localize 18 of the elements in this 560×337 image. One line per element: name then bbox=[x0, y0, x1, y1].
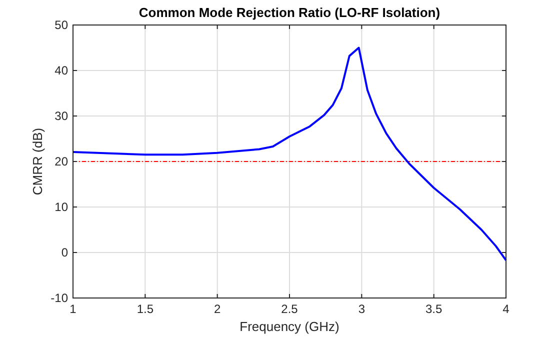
y-tick-label: 20 bbox=[54, 154, 68, 168]
x-tick-label: 1 bbox=[70, 302, 77, 316]
x-tick-label: 2 bbox=[214, 302, 221, 316]
y-tick-label: 0 bbox=[61, 246, 68, 260]
chart-title: Common Mode Rejection Ratio (LO-RF Isolation) bbox=[138, 5, 440, 20]
y-tick-label: 10 bbox=[54, 200, 68, 214]
x-tick-label: 3 bbox=[358, 302, 366, 316]
y-tick-label: 30 bbox=[54, 109, 68, 123]
x-tick-label: 2.5 bbox=[281, 302, 298, 316]
y-tick-label: 50 bbox=[54, 18, 68, 32]
line-series bbox=[72, 46, 507, 262]
x-tick-label: 1.5 bbox=[136, 302, 154, 316]
y-tick-label: 40 bbox=[54, 64, 68, 78]
y-axis-title: CMRR (dB) bbox=[30, 128, 45, 196]
x-tick-label: 3.5 bbox=[425, 302, 442, 316]
y-tick-label: -10 bbox=[50, 291, 68, 305]
x-tick-label: 4 bbox=[502, 302, 510, 316]
x-axis-title: Frequency (GHz) bbox=[240, 319, 340, 334]
